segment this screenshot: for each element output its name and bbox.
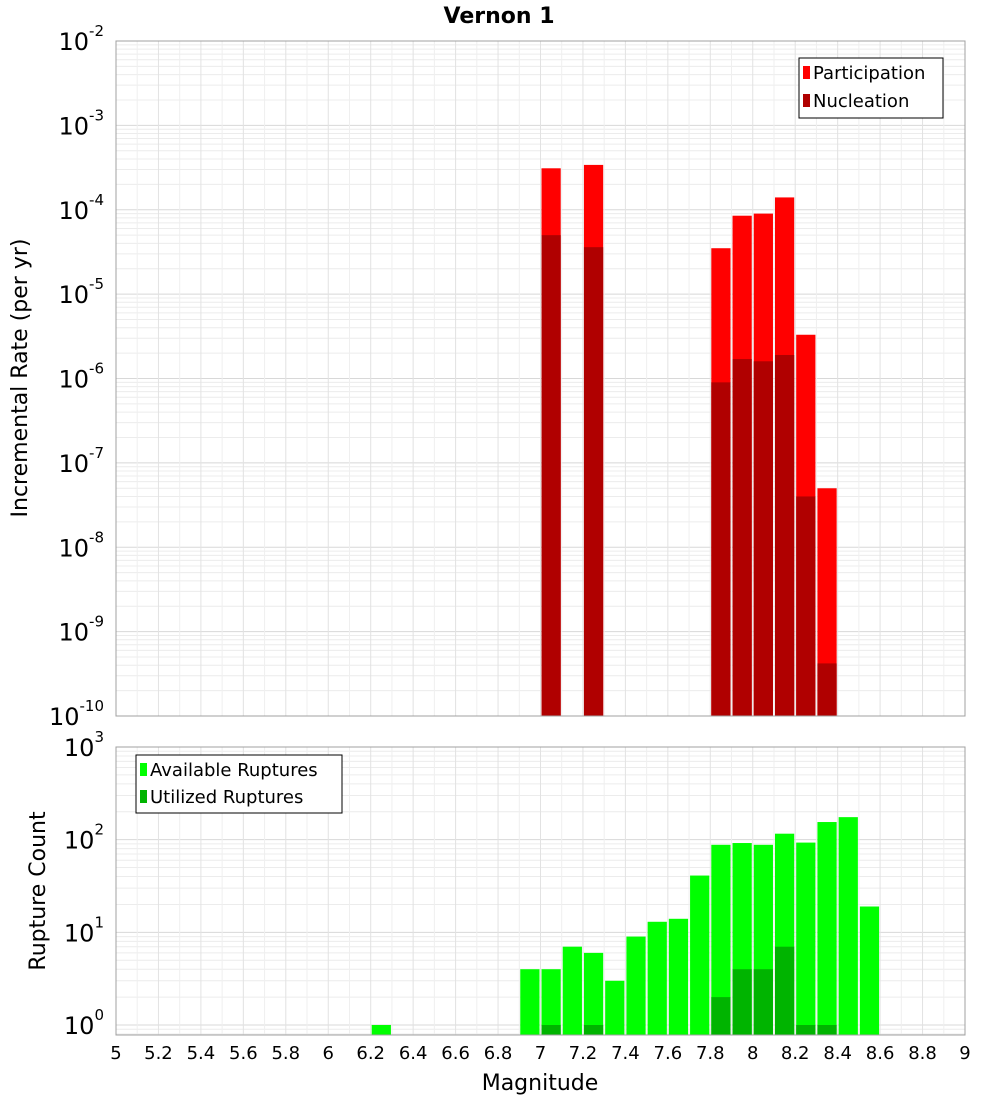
count-bar-s1: [690, 875, 710, 1035]
magnitude-x-tick-label: 7.4: [611, 1043, 640, 1064]
magnitude-x-tick-label: 5.6: [229, 1043, 258, 1064]
magnitude-x-ticks: 5 5.2 5.4 5.6 5.8 6 6.2 6.4 6.6 6.8 7 7.2 7.4 7.6 7.8 8…: [110, 1043, 970, 1064]
count-y-tick-label: 102: [64, 821, 104, 855]
count-bar-s1: [583, 952, 604, 1035]
chart-title: Vernon 1: [444, 4, 555, 29]
count-bar-s1: [371, 1025, 391, 1035]
rate-y-tick-label: 10-8: [58, 528, 104, 562]
count-bar-s1: [796, 842, 816, 1035]
magnitude-x-tick-label: 9: [959, 1043, 970, 1064]
nucleation-legend-swatch: [803, 94, 810, 107]
rate-bar-s2: [753, 361, 773, 716]
count-y-tick-label: 100: [64, 1006, 104, 1040]
rate-y-tick-label: 10-4: [58, 191, 104, 225]
count-bar-s1: [562, 946, 582, 1035]
count-bar-s1: [647, 921, 667, 1035]
rate-bar-s1: [817, 488, 837, 716]
rate-bar-s2: [541, 235, 561, 716]
count-bar-s1: [859, 906, 880, 1035]
rate-panel: 10-10 10-9 10-8 10-7 10-6 10-5 10-4 10-3 10-2 In…: [8, 22, 966, 731]
utilized-legend-swatch: [140, 790, 147, 803]
count-bar-s2: [732, 969, 752, 1035]
count-legend: Available Ruptures Utilized Ruptures: [135, 754, 343, 814]
count-bar-s1: [711, 844, 731, 1035]
rate-bar-s2: [732, 359, 752, 716]
count-bar-s1: [541, 969, 561, 1035]
available-legend-label: Available Ruptures: [150, 760, 318, 781]
count-bar-s1: [605, 980, 625, 1035]
count-bar-s1: [668, 918, 689, 1035]
participation-legend-label: Participation: [813, 63, 925, 84]
magnitude-x-tick-label: 6.4: [399, 1043, 428, 1064]
count-bar-s1: [817, 822, 837, 1035]
magnitude-x-tick-label: 8.6: [866, 1043, 895, 1064]
magnitude-x-tick-label: 6.6: [441, 1043, 470, 1064]
magnitude-x-tick-label: 8.2: [781, 1043, 810, 1064]
count-bar-s2: [753, 969, 773, 1035]
magnitude-x-tick-label: 6.2: [356, 1043, 385, 1064]
count-bar-s2: [541, 1025, 561, 1035]
magnitude-x-tick-label: 7.2: [569, 1043, 598, 1064]
count-bar-s1: [626, 936, 646, 1035]
count-y-axis-label: Rupture Count: [26, 811, 51, 971]
count-bar-s2: [583, 1025, 604, 1035]
rate-gridlines: [115, 41, 966, 717]
rate-bar-s2: [583, 247, 604, 716]
nucleation-legend-label: Nucleation: [813, 91, 909, 112]
rate-y-ticks: 10-10 10-9 10-8 10-7 10-6 10-5 10-4 10-3 10-2: [49, 22, 104, 731]
magnitude-x-tick-label: 8.4: [823, 1043, 852, 1064]
rate-bars: [541, 164, 837, 717]
rate-bar-s2: [796, 496, 816, 716]
magnitude-x-axis-label: Magnitude: [482, 1071, 599, 1096]
magnitude-x-tick-label: 5.2: [144, 1043, 173, 1064]
count-y-ticks: 100 101 102 103: [64, 728, 104, 1040]
magnitude-x-tick-label: 5.4: [187, 1043, 216, 1064]
rate-bar-s2: [774, 354, 795, 716]
count-bar-s2: [817, 1025, 837, 1035]
rate-bar-s2: [817, 663, 837, 716]
count-bar-s2: [774, 946, 795, 1035]
rate-plot-border: [115, 40, 966, 717]
magnitude-x-tick-label: 8: [747, 1043, 758, 1064]
magnitude-x-tick-label: 8.8: [908, 1043, 937, 1064]
rate-legend: Participation Nucleation: [798, 57, 944, 119]
participation-legend-swatch: [803, 66, 810, 79]
magnitude-x-tick-label: 5: [110, 1043, 121, 1064]
magnitude-x-tick-label: 6: [323, 1043, 334, 1064]
rate-legend-box: [798, 57, 944, 119]
magnitude-x-tick-label: 5.8: [271, 1043, 300, 1064]
rate-y-tick-label: 10-9: [58, 613, 104, 647]
count-y-tick-label: 101: [64, 913, 104, 947]
count-bar-s1: [520, 969, 540, 1035]
rate-y-tick-label: 10-5: [58, 275, 104, 309]
count-bar-s1: [838, 817, 858, 1035]
rate-y-tick-label: 10-6: [58, 360, 104, 394]
count-y-tick-label: 103: [64, 728, 104, 762]
count-bar-s2: [796, 1025, 816, 1035]
count-bar-s2: [711, 997, 731, 1035]
rate-y-tick-label: 10-3: [58, 106, 104, 140]
rate-y-tick-label: 10-10: [49, 697, 104, 731]
magnitude-x-tick-label: 7: [535, 1043, 546, 1064]
count-bars: [371, 817, 880, 1035]
rate-y-axis-label: Incremental Rate (per yr): [8, 239, 33, 518]
count-panel: 100 101 102 103 5 5.2 5.4 5.6 5.8 6 6.2 6.4 6.6 6.8 7…: [26, 728, 971, 1096]
magnitude-x-tick-label: 6.8: [484, 1043, 513, 1064]
magnitude-x-tick-label: 7.6: [654, 1043, 683, 1064]
rate-bar-s2: [711, 382, 731, 716]
magnitude-x-tick-label: 7.8: [696, 1043, 725, 1064]
count-plot-border: [115, 746, 966, 1036]
rate-y-tick-label: 10-7: [58, 444, 104, 478]
rate-y-tick-label: 10-2: [58, 22, 104, 56]
available-legend-swatch: [140, 763, 147, 776]
count-legend-box: [135, 754, 343, 814]
utilized-legend-label: Utilized Ruptures: [150, 787, 303, 808]
